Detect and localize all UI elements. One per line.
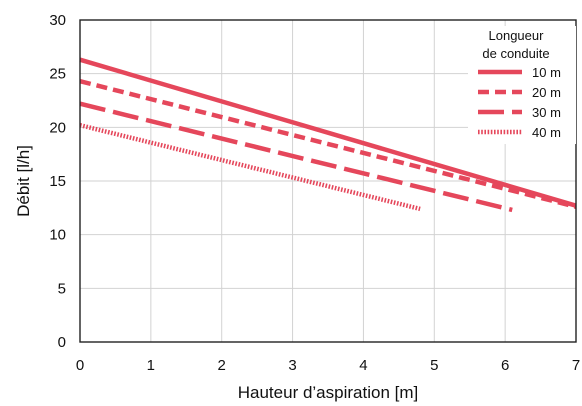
legend-label: 20 m xyxy=(532,85,561,100)
x-tick-label: 2 xyxy=(218,357,226,374)
legend-label: 30 m xyxy=(532,105,561,120)
legend-label: 10 m xyxy=(532,65,561,80)
x-tick-label: 1 xyxy=(147,357,155,374)
series-lines xyxy=(79,57,577,213)
legend-title-line-2: de conduite xyxy=(482,46,549,61)
y-tick-label: 20 xyxy=(49,119,66,136)
plot-frame xyxy=(79,19,577,343)
series-line-30m xyxy=(79,101,513,213)
x-tick-label: 0 xyxy=(76,357,84,374)
legend: Longueur de conduite 10 m 20 m 30 m 40 m xyxy=(468,26,576,144)
legend-label: 40 m xyxy=(532,125,561,140)
y-tick-label: 5 xyxy=(58,280,66,297)
x-axis-label: Hauteur d’aspiration [m] xyxy=(238,383,418,402)
x-tick-labels: 0 1 2 3 4 5 6 7 xyxy=(76,357,580,374)
x-tick-label: 7 xyxy=(572,357,580,374)
y-tick-label: 10 xyxy=(49,227,66,244)
series-line-40m xyxy=(79,123,421,212)
y-tick-label: 15 xyxy=(49,173,66,190)
series-line-20m xyxy=(79,78,577,209)
series-line-10m xyxy=(79,57,577,208)
legend-background xyxy=(468,26,576,144)
legend-title-line-1: Longueur xyxy=(489,28,545,43)
x-tick-label: 4 xyxy=(359,357,367,374)
y-tick-label: 30 xyxy=(49,12,66,29)
y-tick-labels: 0 5 10 15 20 25 30 xyxy=(49,12,66,351)
x-tick-label: 3 xyxy=(288,357,296,374)
y-axis-label: Débit [l/h] xyxy=(14,145,33,217)
y-tick-label: 25 xyxy=(49,66,66,83)
x-tick-label: 6 xyxy=(501,357,509,374)
y-tick-label: 0 xyxy=(58,334,66,351)
x-tick-label: 5 xyxy=(430,357,438,374)
